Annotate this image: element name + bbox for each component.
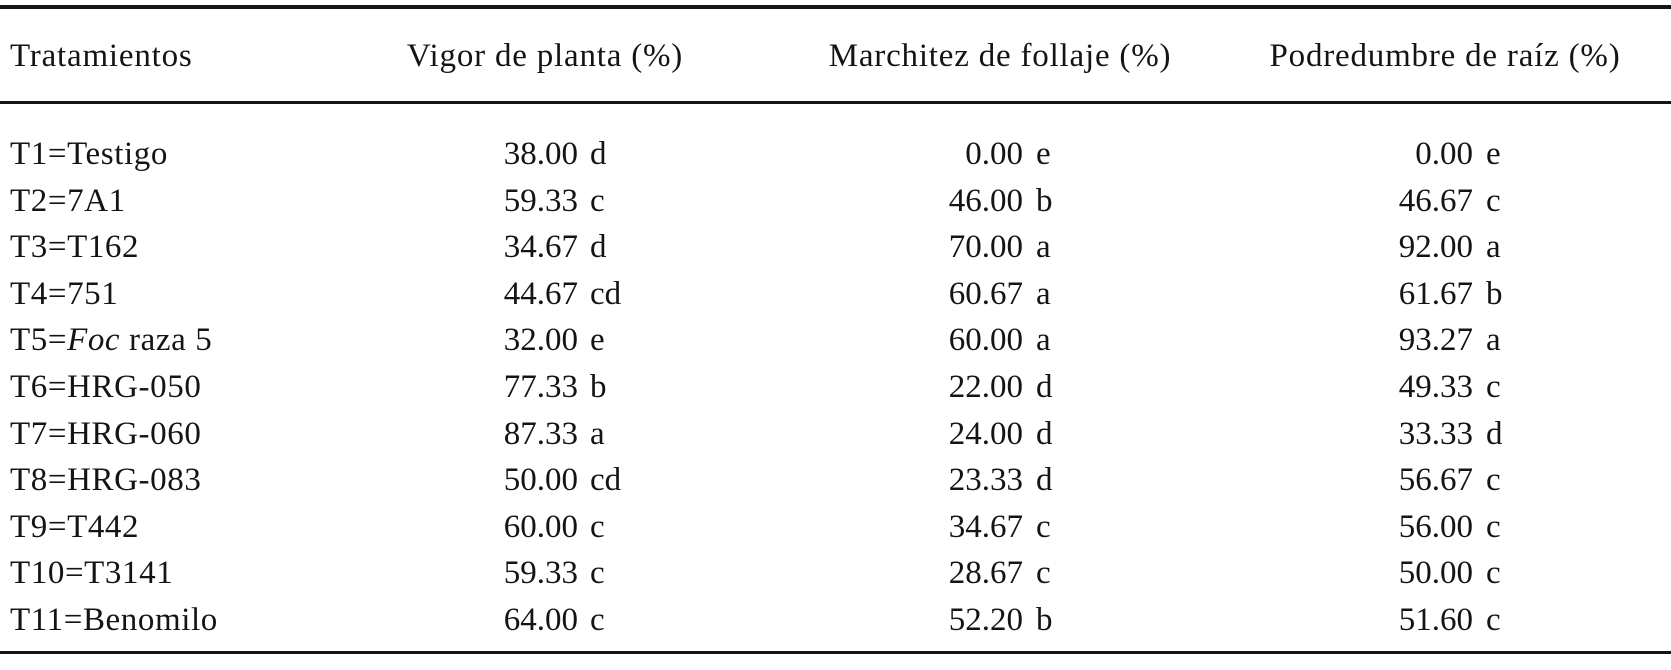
treatment-label: T7=HRG-060 [10,415,202,452]
value-number: 77.33 [503,368,578,405]
significance-letters: b [1036,601,1053,638]
value-number: 34.67 [503,229,578,266]
treatment-label: T8=HRG-083 [10,462,202,499]
table-row: T5=Foc raza 5 32.00 e 60.00 a 93.27 a [0,317,1671,364]
column-header-tratamientos: Tratamientos [10,38,193,74]
value-number: 56.67 [1398,462,1473,499]
significance-letters: c [1486,462,1501,499]
treatment-label: T2=7A1 [10,182,126,219]
treatment-label: T3=T162 [10,229,140,266]
significance-letters: c [1486,368,1501,405]
value-number: 0.00 [1415,136,1473,172]
significance-letters: c [590,601,605,638]
significance-letters: a [1036,322,1051,359]
significance-letters: c [1036,555,1051,592]
value-number: 64.00 [503,601,578,638]
value-number: 52.20 [948,601,1023,638]
value-number: 22.00 [948,368,1023,405]
significance-letters: a [1036,229,1051,266]
value-number: 34.67 [948,508,1023,545]
table-row: T3=T162 34.67 d 70.00 a 92.00 a [0,224,1671,271]
value-number: 87.33 [503,415,578,452]
significance-letters: d [1036,415,1053,452]
significance-letters: d [590,136,607,172]
table-row: T7=HRG-060 87.33 a 24.00 d 33.33 d [0,411,1671,458]
table-row: T8=HRG-083 50.00 cd 23.33 d 56.67 c [0,457,1671,504]
significance-letters: b [1486,275,1503,312]
table-row: T2=7A1 59.33 c 46.00 b 46.67 c [0,178,1671,225]
value-number: 46.00 [948,182,1023,219]
significance-letters: cd [590,462,622,499]
significance-letters: a [590,415,605,452]
value-number: 93.27 [1398,322,1473,359]
significance-letters: d [590,229,607,266]
value-number: 50.00 [503,462,578,499]
significance-letters: a [1036,275,1051,312]
significance-letters: a [1486,322,1501,359]
column-header-podredumbre-de-raiz: Podredumbre de raíz (%) [1269,38,1621,74]
significance-letters: e [590,322,605,359]
value-number: 56.00 [1398,508,1473,545]
value-number: 59.33 [503,555,578,592]
column-header-marchitez-de-follaje: Marchitez de follaje (%) [828,38,1172,74]
significance-letters: d [1486,415,1503,452]
value-number: 59.33 [503,182,578,219]
value-number: 61.67 [1398,275,1473,312]
significance-letters: c [1486,508,1501,545]
table-row: T9=T442 60.00 c 34.67 c 56.00 c [0,504,1671,551]
table-row: T1=Testigo 38.00 d 0.00 e 0.00 e [0,131,1671,178]
treatment-label: T11=Benomilo [10,601,218,638]
value-number: 0.00 [965,136,1023,172]
value-number: 24.00 [948,415,1023,452]
significance-letters: c [1486,182,1501,219]
significance-letters: cd [590,275,622,312]
value-number: 46.67 [1398,182,1473,219]
value-number: 28.67 [948,555,1023,592]
significance-letters: c [590,508,605,545]
significance-letters: e [1486,136,1501,172]
value-number: 51.60 [1398,601,1473,638]
value-number: 23.33 [948,462,1023,499]
value-number: 49.33 [1398,368,1473,405]
treatment-label: T10=T3141 [10,555,174,592]
table-row: T4=751 44.67 cd 60.67 a 61.67 b [0,271,1671,318]
significance-letters: c [590,182,605,219]
treatment-label: T4=751 [10,275,119,312]
value-number: 33.33 [1398,415,1473,452]
treatment-label: T9=T442 [10,508,140,545]
significance-letters: c [1036,508,1051,545]
table-header-rule [0,101,1671,104]
significance-letters: c [1486,555,1501,592]
table-row: T10=T3141 59.33 c 28.67 c 50.00 c [0,550,1671,597]
value-number: 32.00 [503,322,578,359]
value-number: 60.00 [503,508,578,545]
treatment-label: T6=HRG-050 [10,368,202,405]
treatment-label: T5=Foc raza 5 [10,322,213,359]
value-number: 60.00 [948,322,1023,359]
significance-letters: e [1036,136,1051,172]
significance-letters: b [590,368,607,405]
table-top-rule [0,5,1671,9]
significance-letters: b [1036,182,1053,219]
significance-letters: d [1036,462,1053,499]
significance-letters: a [1486,229,1501,266]
table-body: T1=Testigo 38.00 d 0.00 e 0.00 e T2=7A1 59.33 c 46… [0,131,1671,644]
value-number: 44.67 [503,275,578,312]
table-row: T11=Benomilo 64.00 c 52.20 b 51.60 c [0,597,1671,644]
value-number: 38.00 [503,136,578,172]
value-number: 50.00 [1398,555,1473,592]
significance-letters: d [1036,368,1053,405]
treatment-label: T1=Testigo [10,136,168,172]
table-row: T6=HRG-050 77.33 b 22.00 d 49.33 c [0,364,1671,411]
value-number: 92.00 [1398,229,1473,266]
significance-letters: c [1486,601,1501,638]
value-number: 70.00 [948,229,1023,266]
table-bottom-rule [0,651,1671,654]
significance-letters: c [590,555,605,592]
value-number: 60.67 [948,275,1023,312]
column-header-vigor-de-planta: Vigor de planta (%) [406,38,684,74]
